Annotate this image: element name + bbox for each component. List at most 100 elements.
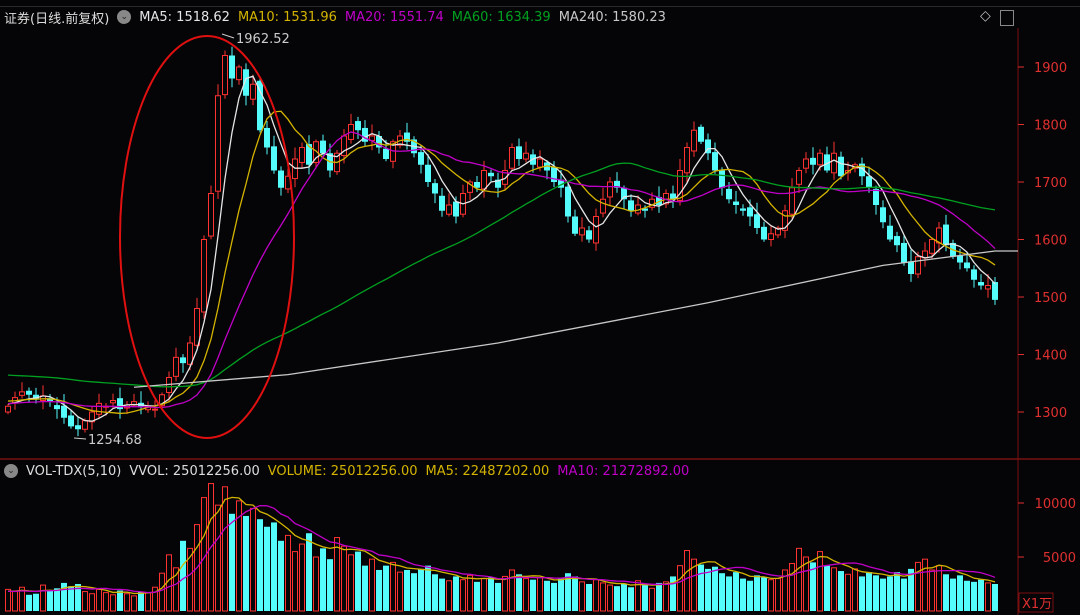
volume-unit-box [1018, 592, 1054, 613]
price-tick-label: 1800 [1034, 119, 1067, 134]
ma5-label: MA5: 1518.62 [139, 9, 230, 25]
volume-bar [481, 578, 487, 612]
candle-body [691, 129, 697, 152]
volume-bar [453, 576, 459, 611]
candle-body [915, 256, 921, 275]
high-label: 1962.52 [236, 32, 290, 47]
volume-bar [796, 547, 802, 612]
volume-bar [908, 568, 914, 611]
candle-body [565, 186, 571, 217]
volume-bar [684, 550, 690, 612]
volume-bar [852, 568, 858, 612]
candle-body [789, 187, 795, 215]
volume-bar [621, 584, 627, 611]
volume-bar [593, 579, 599, 612]
candle-body [740, 208, 746, 211]
candle-body [173, 356, 179, 377]
candle-body [908, 261, 914, 274]
volume-bar [544, 580, 550, 611]
volume-tick-label: 10000 [1035, 497, 1076, 512]
candle-body [558, 179, 564, 188]
candle-body [677, 170, 683, 201]
candle-body [824, 154, 830, 171]
price-tick-label: 1300 [1034, 406, 1067, 421]
volume-bar [404, 569, 410, 611]
volume-bar [40, 584, 46, 612]
candle-body [817, 152, 823, 166]
volume-bar [68, 586, 74, 611]
panel-toggle-icon[interactable] [1000, 10, 1014, 26]
candle-body [859, 163, 865, 177]
chevron-circle-icon[interactable]: ⌄ [4, 464, 18, 478]
price-tick-label: 1700 [1034, 176, 1067, 191]
volume-bar [579, 581, 585, 612]
volume-bar [320, 548, 326, 611]
volume-bar [376, 569, 382, 611]
volume-bar [509, 569, 515, 612]
volume-bar [824, 565, 830, 611]
volume-bar [831, 567, 837, 612]
volume-bar [775, 578, 781, 612]
toolbar-strip [0, 0, 1080, 7]
volume-bar [600, 582, 606, 612]
candle-body [82, 420, 88, 430]
volume-bar [250, 507, 256, 612]
volume-bar [677, 565, 683, 612]
candle-body [257, 80, 263, 131]
candle-body [355, 121, 361, 131]
diamond-icon[interactable]: ◇ [980, 8, 991, 24]
volume-bar [348, 554, 354, 612]
volume-bar [628, 587, 634, 611]
volume-bar [460, 579, 466, 612]
candle-body [621, 187, 627, 200]
volume-bar [390, 561, 396, 612]
volume-legend: ⌄ VOL-TDX(5,10) VVOL: 25012256.00 VOLUME… [4, 461, 689, 481]
candle-body [278, 170, 284, 188]
candle-body [502, 170, 508, 185]
candle-body [782, 210, 788, 231]
ma240-label: MA240: 1580.23 [558, 9, 666, 25]
candle-body [579, 227, 585, 236]
candle-body [439, 195, 445, 211]
volume-bar [859, 576, 865, 611]
volume-bar [537, 577, 543, 612]
volume-bar [145, 592, 151, 612]
price-legend: 证券(日线.前复权) ⌄ MA5: 1518.62 MA10: 1531.96 … [4, 7, 666, 27]
volume-bar [747, 580, 753, 611]
volume-bar [12, 591, 18, 612]
volume-bar [768, 579, 774, 612]
candle-body [26, 390, 32, 395]
volume-ma10-line [8, 504, 996, 594]
volume-bar [922, 558, 928, 612]
candle-body [432, 183, 438, 194]
candle-body [887, 225, 893, 240]
candle-body [803, 158, 809, 169]
candle-body [551, 167, 557, 182]
candle-body [971, 269, 977, 280]
volume-bar [978, 579, 984, 611]
chevron-circle-icon[interactable]: ⌄ [117, 10, 132, 24]
volume-bar [705, 568, 711, 611]
volume-bar [495, 582, 501, 611]
candle-body [117, 398, 123, 410]
candle-body [320, 140, 326, 154]
volume-bar [103, 592, 109, 612]
volume-bar [810, 562, 816, 611]
candle-body [201, 239, 207, 313]
volume-bar [565, 573, 571, 611]
candle-body [194, 308, 200, 346]
volume-bar [761, 577, 767, 611]
candle-body [481, 170, 487, 190]
volume-bar [670, 576, 676, 611]
volume-bar [334, 537, 340, 612]
ma5-line [7, 75, 996, 422]
price-tick-label: 1500 [1034, 291, 1067, 306]
volume-bar [523, 578, 529, 612]
volume-bar [614, 586, 620, 611]
candle-body [964, 262, 970, 269]
volume-bar [124, 593, 130, 612]
volume-bar [817, 551, 823, 612]
candle-body [705, 139, 711, 154]
volume-bar [152, 586, 158, 612]
